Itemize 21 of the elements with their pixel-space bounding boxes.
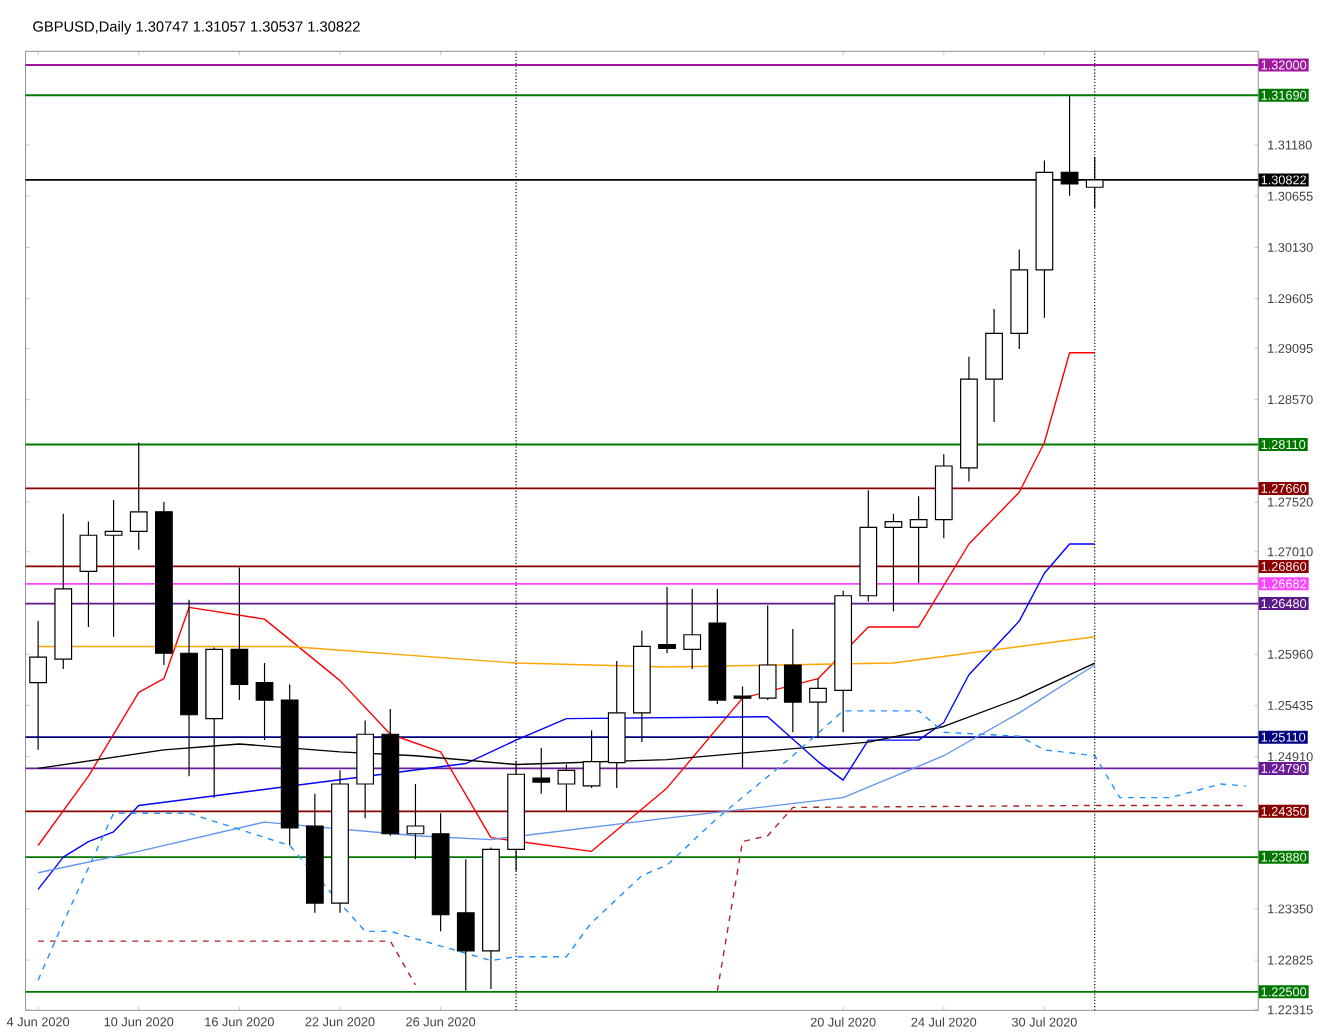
- line-series: [37, 352, 1096, 853]
- candlestick: [29, 620, 47, 751]
- candlestick: [255, 662, 274, 742]
- candlestick: [129, 442, 148, 551]
- candlestick: [406, 783, 425, 861]
- line-series: [37, 543, 1096, 891]
- candlestick: [985, 308, 1003, 424]
- candlestick: [456, 858, 475, 992]
- candlestick: [104, 499, 123, 638]
- candlestick: [783, 628, 802, 734]
- line-series: [716, 805, 1247, 992]
- candlestick: [884, 513, 903, 613]
- candlestick: [809, 678, 827, 740]
- candlestick: [909, 496, 928, 585]
- candlestick: [230, 567, 249, 702]
- line-series: [37, 636, 1096, 669]
- candlestick: [683, 588, 702, 670]
- candlestick: [79, 521, 98, 628]
- candlestick: [758, 605, 777, 702]
- line-series: [37, 664, 1096, 874]
- candlestick: [658, 586, 676, 655]
